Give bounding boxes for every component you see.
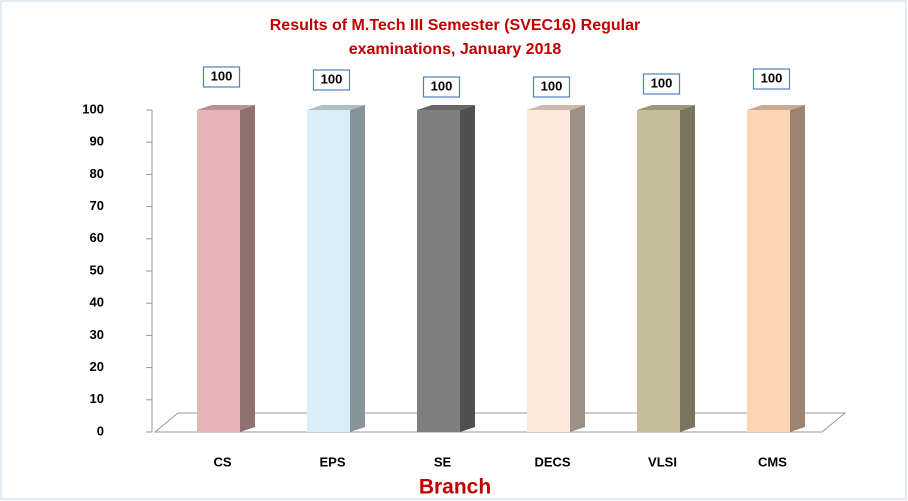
bar-side [460, 105, 475, 432]
data-label: 100 [541, 78, 563, 93]
data-label-box [642, 73, 681, 95]
bar [307, 110, 350, 432]
y-tick-label: 100 [82, 101, 104, 116]
y-tick-label: 0 [97, 423, 104, 438]
x-axis-label: Branch [419, 476, 491, 499]
y-tick-label: 70 [90, 198, 104, 213]
bar-top [747, 105, 805, 110]
data-label-box [422, 76, 461, 98]
bar-side [350, 105, 365, 432]
bar [747, 110, 790, 432]
x-tick-label: EPS [319, 454, 345, 469]
data-label-box [312, 69, 351, 91]
bar-top [307, 105, 365, 110]
y-tick-label: 60 [90, 230, 104, 245]
bar-side [240, 105, 255, 432]
y-tick-label: 80 [90, 166, 104, 181]
data-label: 100 [321, 71, 343, 86]
data-label: 100 [761, 70, 783, 85]
y-tick-label: 40 [90, 295, 104, 310]
x-tick-label: DECS [534, 454, 570, 469]
bar-side [680, 105, 695, 432]
bar-top [197, 105, 255, 110]
chart-title: Results of M.Tech III Semester (SVEC16) … [270, 17, 640, 34]
x-tick-label: CS [213, 454, 231, 469]
x-tick-label: SE [434, 454, 452, 469]
data-label-box [752, 68, 791, 90]
bar-side [570, 105, 585, 432]
bar-top [417, 105, 475, 110]
bar-side [790, 105, 805, 432]
y-tick-label: 90 [90, 134, 104, 149]
bar-top [637, 105, 695, 110]
data-label: 100 [431, 78, 453, 93]
chart-title: examinations, January 2018 [349, 41, 562, 58]
y-tick-label: 20 [90, 359, 104, 374]
data-label: 100 [211, 68, 233, 83]
y-tick-label: 10 [90, 391, 104, 406]
bar [527, 110, 570, 432]
x-tick-label: CMS [758, 454, 787, 469]
bar [197, 110, 240, 432]
data-label-box [532, 76, 571, 98]
bar [637, 110, 680, 432]
floor [153, 412, 847, 433]
bar [417, 110, 460, 432]
bar-top [527, 105, 585, 110]
data-label-box [202, 66, 241, 88]
y-tick-label: 30 [90, 327, 104, 342]
y-tick-label: 50 [90, 262, 104, 277]
x-tick-label: VLSI [648, 454, 677, 469]
data-label: 100 [651, 75, 673, 90]
